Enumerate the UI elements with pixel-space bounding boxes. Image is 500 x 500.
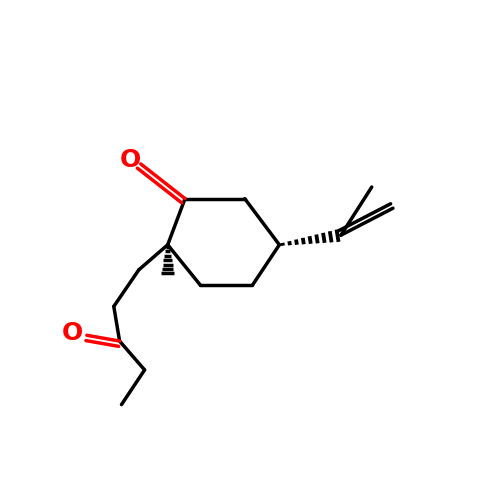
Text: O: O <box>62 322 83 345</box>
Text: O: O <box>120 148 141 172</box>
